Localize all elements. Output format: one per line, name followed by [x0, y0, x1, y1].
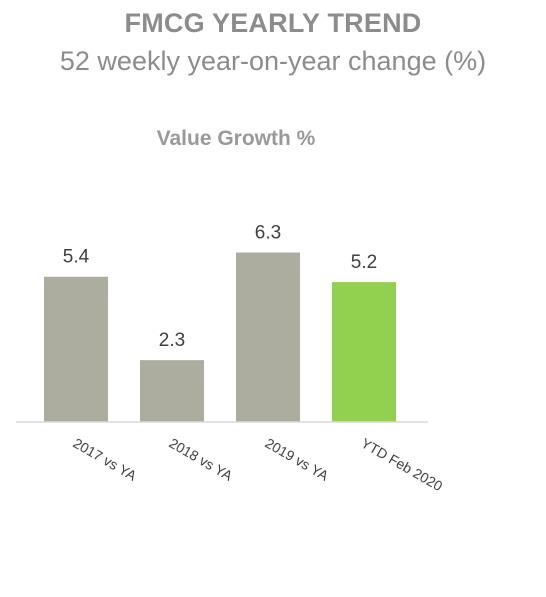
bars-layer: [44, 252, 396, 422]
data-label-1: 5.4: [63, 247, 90, 268]
labels-layer: 5.4 2.3 6.3 5.2: [63, 223, 377, 352]
data-label-3: 6.3: [255, 223, 281, 244]
data-label-4: 5.2: [351, 252, 377, 273]
page-title: FMCG YEARLY TREND: [124, 8, 422, 38]
bar-4: [332, 282, 396, 422]
ticks-layer: 2017 vs YA 2018 vs YA 2019 vs YA YTD Feb 20…: [71, 435, 446, 494]
page-subtitle: 52 weekly year-on-year change (%): [59, 46, 487, 76]
data-label-2: 2.3: [159, 330, 185, 351]
x-tick-label-1: 2017 vs YA: [71, 435, 140, 484]
x-tick-label-4: YTD Feb 2020: [359, 435, 446, 494]
bar-3: [236, 252, 300, 422]
chart-title: Value Growth %: [157, 127, 316, 150]
bar-2: [140, 360, 204, 422]
x-tick-label-2: 2018 vs YA: [167, 435, 236, 484]
x-tick-label-3: 2019 vs YA: [263, 435, 332, 484]
bar-1: [44, 276, 108, 422]
